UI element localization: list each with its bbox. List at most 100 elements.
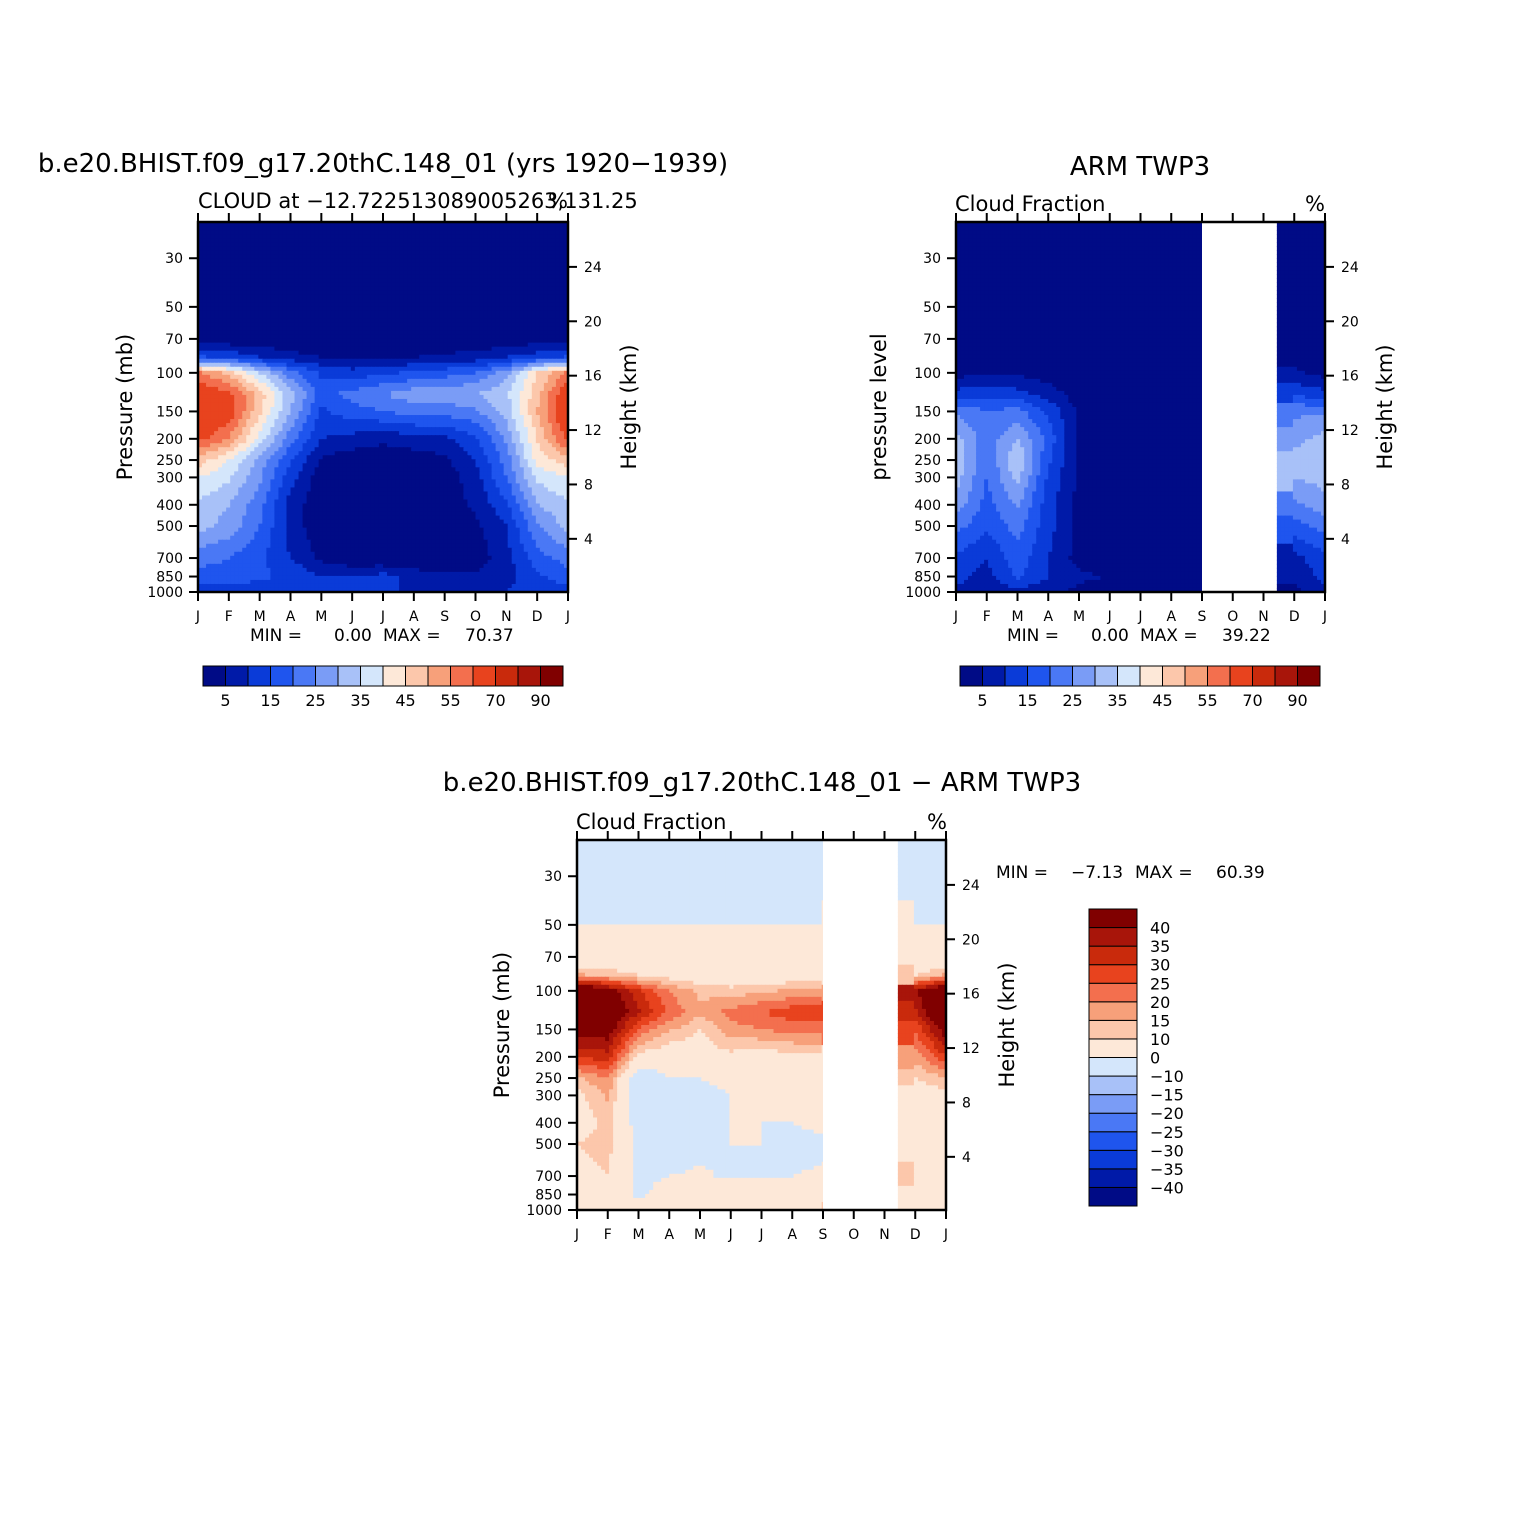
contour-cell: [528, 343, 533, 348]
contour-cell: [291, 262, 296, 267]
contour-cell: [476, 375, 481, 380]
contour-cell: [496, 250, 501, 255]
contour-cell: [274, 331, 279, 336]
contour-cell: [548, 310, 553, 315]
contour-cell: [210, 254, 215, 259]
contour-cell: [303, 415, 308, 420]
contour-cell: [266, 399, 271, 404]
contour-cell: [516, 306, 521, 311]
contour-cell: [274, 411, 279, 416]
contour-cell: [516, 355, 521, 360]
contour-cell: [431, 278, 436, 283]
contour-cell: [327, 335, 332, 340]
contour-cell: [343, 435, 348, 440]
contour-cell: [226, 323, 231, 328]
contour-cell: [427, 391, 432, 396]
contour-cell: [299, 355, 304, 360]
contour-cell: [443, 363, 448, 368]
contour-cell: [295, 310, 300, 315]
contour-cell: [480, 226, 485, 231]
contour-cell: [447, 387, 452, 392]
contour-cell: [222, 427, 227, 432]
contour-cell: [359, 347, 364, 352]
contour-cell: [303, 230, 308, 235]
contour-cell: [439, 387, 444, 392]
contour-cell: [214, 387, 219, 392]
contour-cell: [291, 246, 296, 251]
contour-cell: [230, 306, 235, 311]
contour-cell: [556, 274, 561, 279]
contour-cell: [439, 266, 444, 271]
contour-cell: [455, 419, 460, 424]
contour-cell: [202, 298, 207, 303]
contour-cell: [459, 315, 464, 320]
contour-cell: [463, 435, 468, 440]
contour-cell: [528, 387, 533, 392]
contour-cell: [254, 270, 259, 275]
contour-cell: [395, 327, 400, 332]
contour-cell: [242, 395, 247, 400]
contour-cell: [383, 391, 388, 396]
contour-cell: [266, 230, 271, 235]
contour-cell: [455, 266, 460, 271]
contour-cell: [222, 327, 227, 332]
contour-cell: [335, 351, 340, 356]
contour-cell: [222, 355, 227, 360]
contour-cell: [451, 363, 456, 368]
contour-cell: [443, 278, 448, 283]
contour-cell: [536, 359, 541, 364]
contour-cell: [463, 234, 468, 239]
contour-cell: [423, 415, 428, 420]
contour-cell: [451, 335, 456, 340]
contour-cell: [476, 310, 481, 315]
contour-cell: [512, 315, 517, 320]
contour-cell: [343, 395, 348, 400]
contour-cell: [548, 359, 553, 364]
contour-cell: [391, 302, 396, 307]
contour-cell: [427, 226, 432, 231]
contour-cell: [359, 319, 364, 324]
contour-cell: [323, 250, 328, 255]
contour-cell: [295, 383, 300, 388]
contour-cell: [516, 415, 521, 420]
contour-cell: [435, 387, 440, 392]
contour-cell: [528, 411, 533, 416]
contour-cell: [250, 435, 255, 440]
contour-cell: [351, 387, 356, 392]
contour-cell: [331, 383, 336, 388]
contour-cell: [319, 266, 324, 271]
contour-cell: [516, 246, 521, 251]
contour-cell: [226, 294, 231, 299]
contour-cell: [339, 407, 344, 412]
contour-cell: [335, 327, 340, 332]
contour-cell: [363, 258, 368, 263]
contour-cell: [319, 395, 324, 400]
contour-cell: [427, 427, 432, 432]
contour-cell: [536, 327, 541, 332]
contour-cell: [295, 423, 300, 428]
contour-cell: [508, 391, 513, 396]
contour-cell: [375, 234, 380, 239]
contour-cell: [476, 274, 481, 279]
contour-cell: [355, 343, 360, 348]
contour-cell: [311, 270, 316, 275]
contour-cell: [250, 266, 255, 271]
contour-cell: [484, 367, 489, 372]
contour-cell: [407, 431, 412, 436]
contour-cell: [270, 331, 275, 336]
contour-cell: [214, 246, 219, 251]
contour-cell: [451, 359, 456, 364]
contour-cell: [226, 242, 231, 247]
contour-cell: [315, 282, 320, 287]
contour-cell: [274, 282, 279, 287]
contour-cell: [524, 246, 529, 251]
contour-cell: [210, 315, 215, 320]
contour-cell: [419, 427, 424, 432]
contour-cell: [379, 286, 384, 291]
contour-cell: [443, 379, 448, 384]
contour-cell: [516, 327, 521, 332]
contour-cell: [286, 286, 291, 291]
contour-cell: [512, 294, 517, 299]
contour-cell: [540, 355, 545, 360]
contour-cell: [266, 234, 271, 239]
